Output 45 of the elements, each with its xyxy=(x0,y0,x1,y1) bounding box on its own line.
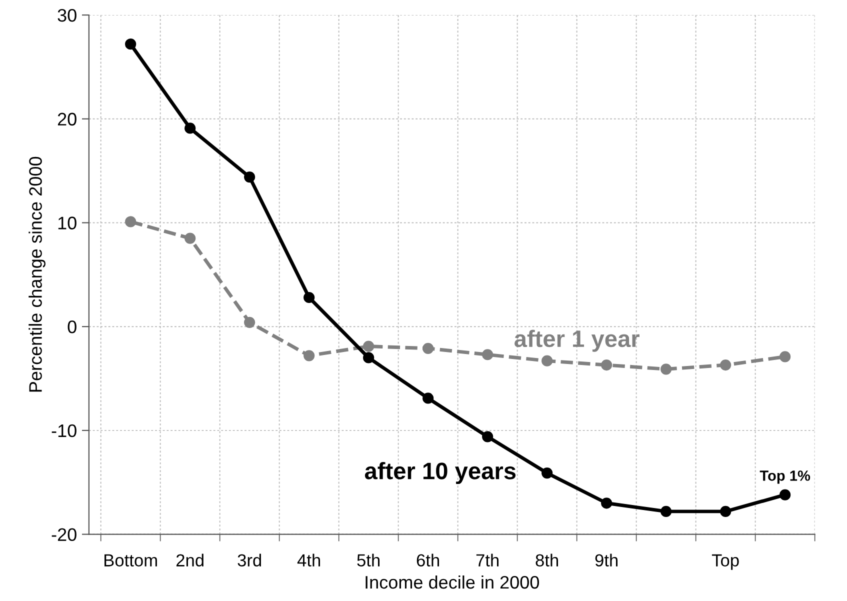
y-tick-label: 20 xyxy=(58,112,76,126)
x-tick-label: Bottom xyxy=(104,554,157,566)
x-tick-label: 6th xyxy=(416,554,440,566)
y-tick-label: 30 xyxy=(58,8,76,22)
x-axis-title: Income decile in 2000 xyxy=(366,575,539,589)
y-tick-label: 0 xyxy=(68,320,76,334)
point xyxy=(780,351,791,362)
point xyxy=(422,342,434,354)
point xyxy=(720,506,732,517)
y-tick-label: -10 xyxy=(52,424,76,438)
x-tick-label: 3rd xyxy=(238,554,262,566)
y-tick-label: -20 xyxy=(52,528,76,542)
x-tick-label: 8th xyxy=(536,554,558,566)
x-tick-label: 5th xyxy=(357,554,380,566)
y-tick-label: 10 xyxy=(58,216,76,230)
x-tick-label: Top xyxy=(712,554,739,570)
x-tick-label: 4th xyxy=(297,554,320,566)
point xyxy=(363,352,374,364)
series-label: after 10 years xyxy=(364,462,516,484)
point xyxy=(660,506,672,517)
point xyxy=(125,216,136,228)
point xyxy=(184,232,196,244)
point xyxy=(363,340,374,352)
point xyxy=(244,316,256,328)
point xyxy=(601,498,612,509)
point xyxy=(482,431,494,442)
point xyxy=(304,292,315,304)
point xyxy=(304,350,315,362)
x-tick-label: 7th xyxy=(476,554,499,566)
x-tick-label: 2nd xyxy=(176,554,204,566)
point xyxy=(422,392,434,404)
point xyxy=(601,359,612,371)
point xyxy=(660,364,672,375)
y-axis-title: Percentile change since 2000 xyxy=(28,156,46,392)
series-label: after 1 year xyxy=(514,330,640,352)
point xyxy=(542,467,553,479)
point xyxy=(184,122,196,134)
point xyxy=(542,355,553,366)
point xyxy=(125,38,136,50)
point xyxy=(720,359,732,371)
x-tick-label: 9th xyxy=(595,554,618,566)
annotation: Top 1% xyxy=(760,470,810,484)
point xyxy=(482,349,494,360)
point xyxy=(244,171,256,183)
point xyxy=(780,489,791,500)
